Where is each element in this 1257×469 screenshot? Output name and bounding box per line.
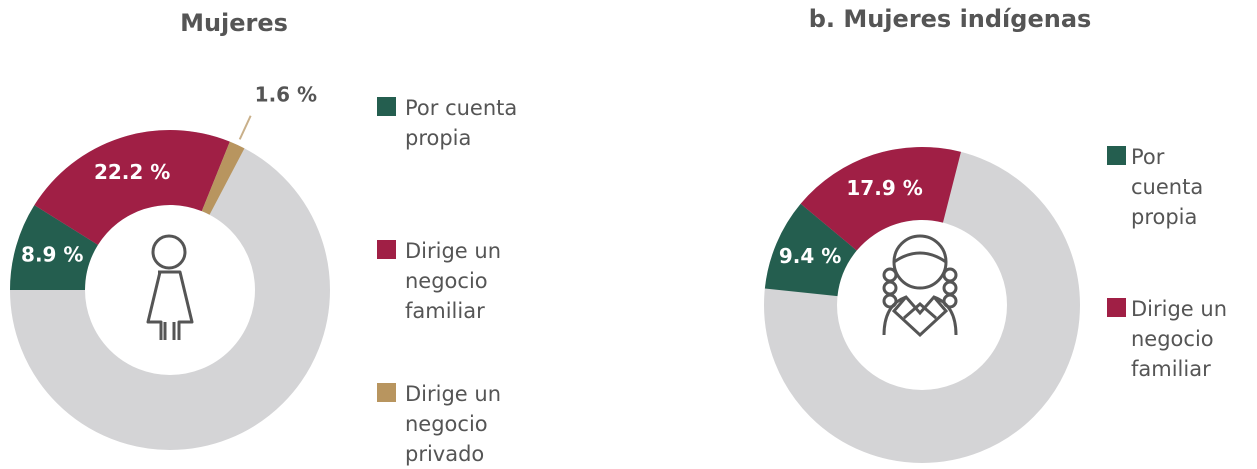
- legend-label: Por cuenta propia: [1131, 145, 1204, 229]
- legend-swatch: [377, 383, 396, 402]
- legend-label: Por cuenta propia: [405, 96, 518, 150]
- chart-title: b. Mujeres indígenas: [809, 5, 1092, 33]
- legend-swatch: [1107, 146, 1126, 165]
- legend-swatch: [377, 240, 396, 259]
- legend-swatch: [377, 97, 396, 116]
- data-label: 1.6 %: [255, 82, 317, 106]
- legend-label: Dirige un negocio privado: [405, 382, 502, 466]
- donut-segment: [10, 205, 98, 290]
- leader-line: [238, 115, 252, 140]
- donut-segment: [764, 203, 857, 297]
- indigenous-woman-icon: [882, 234, 958, 338]
- woman-icon: [146, 234, 194, 340]
- chart-title: Mujeres: [180, 9, 288, 37]
- data-label: 22.2 %: [94, 160, 170, 184]
- donut-segment: [800, 146, 961, 251]
- donut-segment: [34, 130, 230, 245]
- data-label: 9.4 %: [779, 244, 841, 268]
- legend-swatch: [1107, 298, 1126, 317]
- legend-label: Dirige un negocio familiar: [1131, 297, 1228, 381]
- donut-segment: [201, 141, 245, 215]
- data-label: 8.9 %: [21, 243, 83, 267]
- legend-label: Dirige un negocio familiar: [405, 239, 502, 323]
- data-label: 17.9 %: [846, 176, 922, 200]
